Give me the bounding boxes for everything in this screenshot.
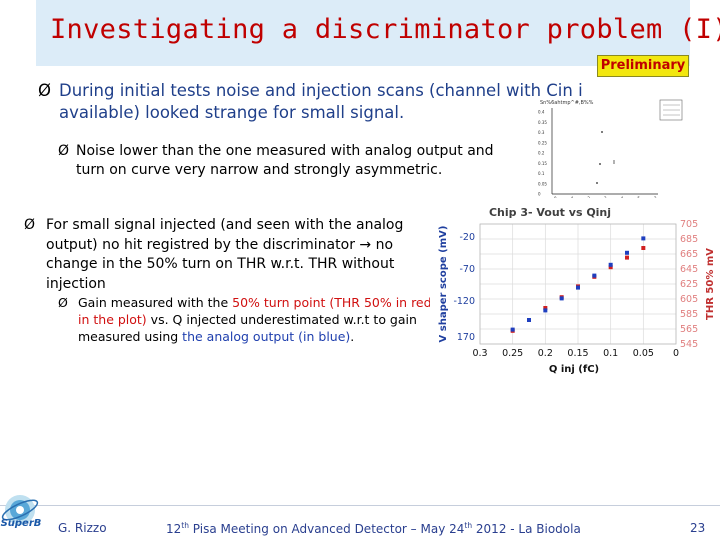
right-tick-label: 605 bbox=[680, 294, 698, 305]
small-plot-tick-label: 0.35 bbox=[538, 120, 547, 125]
conf-text: Pisa Meeting on Advanced Detector – May … bbox=[188, 522, 465, 536]
data-point bbox=[641, 246, 646, 250]
superb-logo: SuperB bbox=[1, 495, 42, 529]
small-plot-tick-label: 0 bbox=[538, 192, 541, 197]
right-tick-label: 545 bbox=[680, 339, 698, 350]
x-tick-label: 0.3 bbox=[472, 348, 487, 359]
conf-text: 12 bbox=[166, 522, 182, 536]
left-tick-label: 170 bbox=[457, 332, 475, 343]
left-axis-label: V shaper scope (mV) bbox=[438, 226, 449, 343]
data-point bbox=[592, 273, 597, 278]
data-point bbox=[559, 296, 564, 301]
small-plot-point bbox=[601, 131, 603, 133]
right-tick-label: 625 bbox=[680, 279, 698, 290]
slide-title: Investigating a discriminator problem (I… bbox=[50, 14, 720, 45]
small-plot-point bbox=[596, 182, 598, 184]
bullet-arrow-icon: Ø bbox=[24, 217, 36, 233]
conf-text: 2012 - La Biodola bbox=[472, 522, 581, 536]
text-part: Gain measured with the bbox=[78, 295, 233, 310]
bullet-text: During initial tests noise and injection… bbox=[59, 81, 583, 122]
data-point bbox=[608, 262, 613, 267]
small-plot-tick-label: 0.1 bbox=[538, 171, 545, 176]
right-axis-label: THR 50% mV bbox=[705, 248, 716, 320]
vout-vs-qinj-chart: Chip 3- Vout vs Qinj -20 -70 -120 170 705 68… bbox=[430, 198, 720, 378]
left-tick-label: -70 bbox=[459, 264, 475, 275]
data-point bbox=[608, 265, 613, 270]
data-point bbox=[625, 250, 629, 255]
red-highlight: 50% turn point (THR 50% in red in the pl… bbox=[78, 295, 432, 327]
data-point bbox=[543, 308, 548, 313]
small-plot-tick-label: 0.3 bbox=[538, 130, 545, 135]
footer-author: G. Rizzo bbox=[58, 521, 107, 535]
logo-text: SuperB bbox=[1, 518, 42, 529]
text-part: vs. Q injected underestimated w.r.t to g… bbox=[78, 312, 417, 344]
small-plot-tick-label: 0.25 bbox=[538, 140, 547, 145]
data-point bbox=[576, 285, 580, 290]
blue-highlight: the analog output (in blue) bbox=[182, 329, 351, 344]
bullet-text: Noise lower than the one measured with a… bbox=[76, 143, 494, 178]
data-point bbox=[510, 327, 515, 332]
right-tick-label: 645 bbox=[680, 264, 698, 275]
bullet-arrow-icon: Ø bbox=[38, 81, 51, 100]
bullet-text: For small signal injected (and seen with… bbox=[46, 217, 404, 292]
preliminary-badge: Preliminary bbox=[597, 55, 689, 77]
plot-frame bbox=[479, 223, 677, 345]
text-part: . bbox=[350, 329, 355, 344]
bullet-sub-2: Ø Gain measured with the 50% turn point … bbox=[58, 294, 438, 345]
chart-title: Chip 3- Vout vs Qinj bbox=[489, 206, 611, 219]
data-point bbox=[527, 318, 531, 322]
small-plot-title: Sn%6ahtmp^#,B%% bbox=[540, 100, 594, 106]
x-tick-label: 0.25 bbox=[502, 348, 523, 359]
small-plot-tick-label: 0.05 bbox=[538, 181, 547, 186]
data-point bbox=[543, 306, 548, 310]
page-number: 23 bbox=[690, 521, 706, 535]
bullet-arrow-icon: Ø bbox=[58, 295, 68, 310]
bullet-main-2: Ø For small signal injected (and seen wi… bbox=[24, 216, 436, 294]
x-tick-label: 0.2 bbox=[538, 348, 553, 359]
footer-conference: 12th Pisa Meeting on Advanced Detector –… bbox=[166, 521, 581, 536]
bullet-text: Gain measured with the 50% turn point (T… bbox=[58, 294, 438, 345]
title-bar bbox=[36, 0, 690, 66]
small-plot-tick-label: 0.15 bbox=[538, 161, 547, 166]
conf-sup: th bbox=[464, 521, 473, 530]
conf-sup: th bbox=[181, 521, 189, 530]
left-tick-label: -20 bbox=[459, 232, 475, 243]
right-tick-label: 705 bbox=[680, 219, 698, 230]
footer-divider bbox=[0, 505, 720, 506]
x-tick-label: 0.05 bbox=[633, 348, 654, 359]
small-plot-tick-label: 0.2 bbox=[538, 151, 545, 156]
data-point bbox=[641, 236, 646, 241]
right-tick-label: 665 bbox=[680, 249, 698, 260]
x-tick-label: 0.15 bbox=[567, 348, 588, 359]
small-plot-tick-label: 0.4 bbox=[538, 110, 545, 115]
right-tick-label: 685 bbox=[680, 234, 698, 245]
small-scan-plot: Sn%6ahtmp^#,B%% 0.4 0.35 0.3 0.25 0.2 0.15 0.1… bbox=[532, 98, 684, 202]
data-point bbox=[625, 255, 629, 260]
left-tick-label: -120 bbox=[453, 296, 475, 307]
x-tick-label: 0 bbox=[673, 348, 679, 359]
right-tick-label: 585 bbox=[680, 309, 698, 320]
bullet-sub-1: Ø Noise lower than the one measured with… bbox=[58, 142, 518, 180]
small-plot-point bbox=[599, 163, 601, 165]
x-axis-label: Q inj (fC) bbox=[549, 364, 599, 375]
bullet-arrow-icon: Ø bbox=[58, 143, 70, 159]
right-tick-label: 565 bbox=[680, 324, 698, 335]
x-tick-label: 0.1 bbox=[603, 348, 618, 359]
bullet-main-1: Ø During initial tests noise and injecti… bbox=[38, 80, 645, 124]
